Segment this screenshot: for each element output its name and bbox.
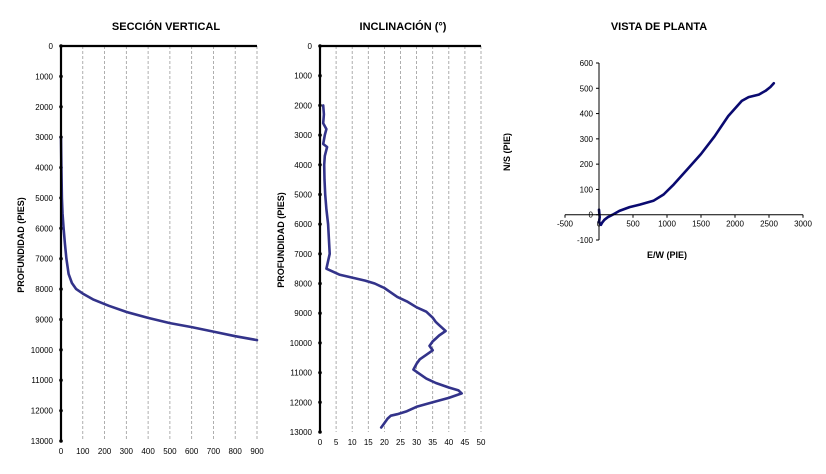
x-tick-label: 100: [76, 447, 90, 456]
vertical-section-ylabel: PROFUNDIDAD (PIES): [16, 197, 26, 293]
x-tick-label: 900: [250, 447, 264, 456]
x-tick-label: 35: [428, 438, 437, 447]
x-tick-label: 40: [444, 438, 453, 447]
vertical-section-chart: SECCIÓN VERTICAL PROFUNDIDAD (PIES) 0 100…: [16, 20, 264, 456]
y-tick-label: 0: [308, 42, 313, 51]
x-tick-label: 30: [412, 438, 421, 447]
x-tick-label: 25: [396, 438, 405, 447]
vertical-section-title: SECCIÓN VERTICAL: [112, 20, 220, 33]
x-tick-label: 0: [59, 447, 64, 456]
y-tick-label: -100: [577, 236, 594, 245]
inclination-chart: INCLINACIÓN (°) PROFUNDIDAD (PIES) 0 5 10 1…: [276, 20, 486, 447]
x-tick-label: 500: [163, 447, 177, 456]
y-tick-label: 500: [580, 84, 594, 93]
y-tick-label: 9000: [294, 309, 312, 318]
y-tick-label: 6000: [294, 220, 312, 229]
plan-view-xlabel: E/W (PIE): [647, 250, 687, 260]
inclination-title: INCLINACIÓN (°): [360, 20, 447, 33]
x-tick-label: 600: [185, 447, 199, 456]
x-tick-label: 400: [141, 447, 155, 456]
x-tick-label: 15: [364, 438, 373, 447]
y-tick-label: 200: [580, 160, 594, 169]
y-tick-label: 8000: [35, 285, 53, 294]
y-tick-label: 13000: [31, 437, 54, 446]
y-tick-label: 5000: [35, 194, 53, 203]
x-tick-label: 3000: [794, 220, 812, 229]
x-tick-label: 700: [207, 447, 221, 456]
y-tick-label: 11000: [290, 369, 312, 378]
y-tick-label: 10000: [290, 339, 313, 348]
x-tick-label: 10: [348, 438, 357, 447]
x-tick-label: 45: [460, 438, 469, 447]
x-tick-label: -500: [557, 220, 574, 229]
y-tick-label: 4000: [294, 161, 312, 170]
y-tick-label: 4000: [35, 164, 53, 173]
y-tick-label: 1000: [35, 72, 53, 81]
plan-view-ylabel: N/S (PIE): [502, 133, 512, 171]
y-tick-label: 12000: [31, 407, 54, 416]
y-tick-label: 7000: [35, 255, 53, 264]
series-line: [597, 81, 776, 227]
plan-view-title: VISTA DE PLANTA: [611, 21, 707, 33]
x-tick-label: 1500: [692, 220, 710, 229]
y-tick-label: 3000: [294, 131, 312, 140]
x-tick-label: 2000: [726, 220, 744, 229]
y-tick-label: 6000: [35, 224, 53, 233]
x-tick-label: 5: [334, 438, 339, 447]
y-tick-label: 0: [49, 42, 54, 51]
y-tick-label: 8000: [294, 280, 312, 289]
y-tick-label: 400: [580, 110, 594, 119]
y-tick-label: 100: [580, 185, 594, 194]
y-tick-label: 10000: [31, 346, 54, 355]
x-tick-label: 500: [626, 220, 640, 229]
plan-view-chart: VISTA DE PLANTA E/W (PIE) N/S (PIE) -500…: [502, 21, 812, 260]
y-tick-label: 2000: [35, 103, 53, 112]
y-tick-label: 11000: [31, 376, 53, 385]
inclination-ylabel: PROFUNDIDAD (PIES): [276, 192, 286, 288]
series-line: [59, 135, 259, 342]
y-tick-label: 7000: [294, 250, 312, 259]
y-tick-label: 5000: [294, 190, 312, 199]
y-tick-label: 600: [580, 59, 594, 68]
series-line: [321, 104, 464, 429]
x-tick-label: 1000: [658, 220, 676, 229]
x-tick-label: 800: [229, 447, 243, 456]
x-tick-label: 0: [318, 438, 323, 447]
y-tick-label: 9000: [35, 315, 53, 324]
y-tick-label: 300: [580, 135, 594, 144]
x-tick-label: 20: [380, 438, 389, 447]
y-tick-label: 12000: [290, 398, 313, 407]
y-tick-label: 2000: [294, 101, 312, 110]
y-tick-label: 3000: [35, 133, 53, 142]
x-tick-label: 200: [98, 447, 112, 456]
x-tick-label: 50: [477, 438, 486, 447]
y-tick-label: 1000: [294, 72, 312, 81]
x-tick-label: 300: [120, 447, 134, 456]
y-tick-label: 13000: [290, 428, 313, 437]
x-tick-label: 2500: [760, 220, 778, 229]
